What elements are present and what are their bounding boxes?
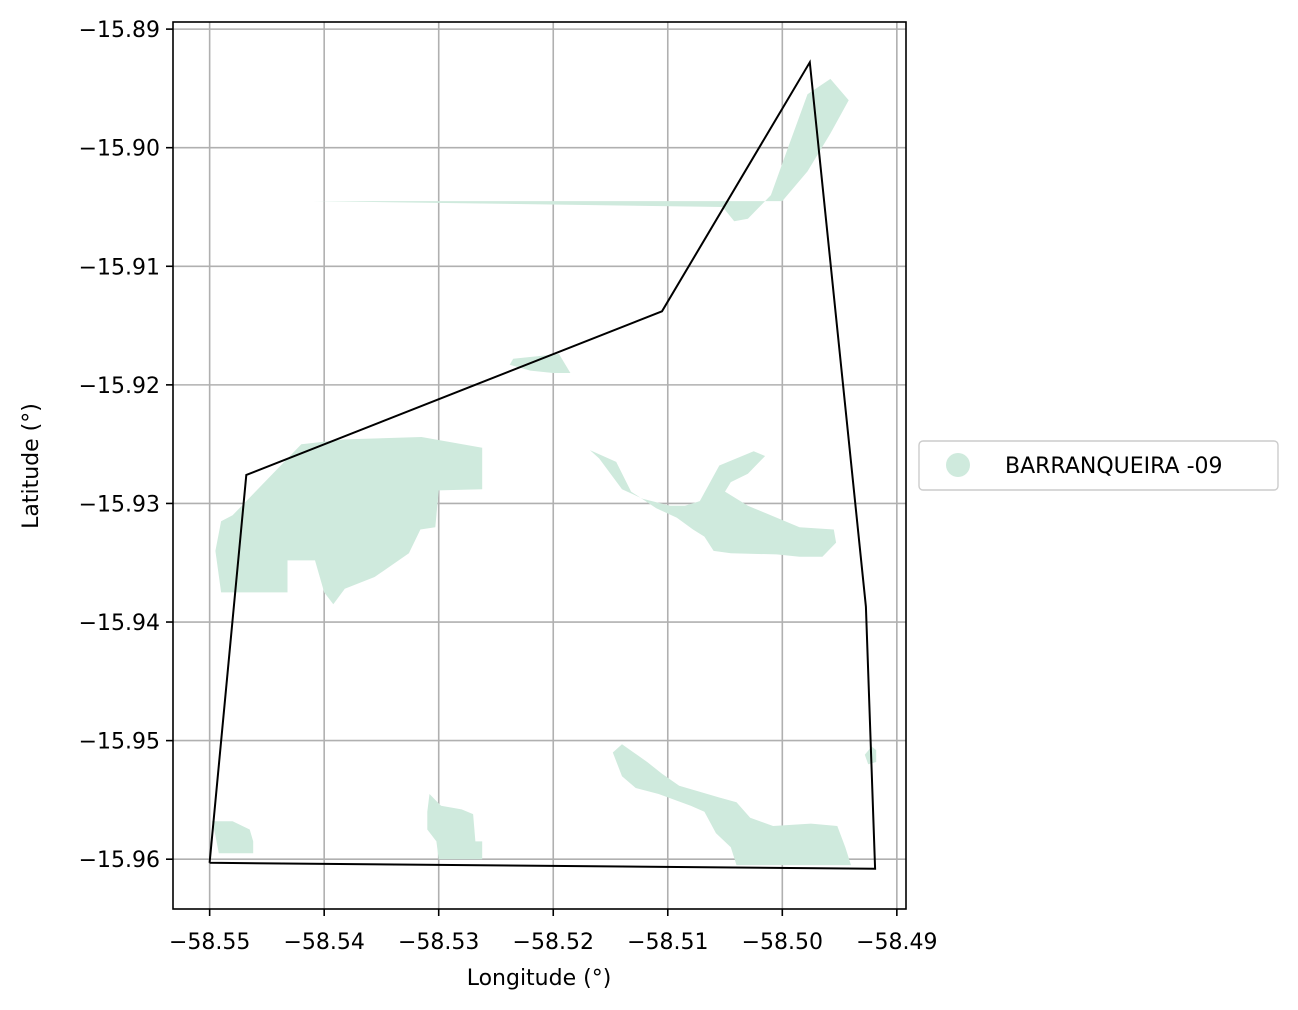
x-tick-label-0: −58.55 [169, 930, 250, 955]
x-tick-label-3: −58.52 [513, 930, 594, 955]
y-tick-label-5: −15.94 [79, 611, 160, 636]
y-tick-label-2: −15.91 [79, 255, 160, 280]
legend: BARRANQUEIRA -09 [918, 440, 1279, 491]
x-tick-label-2: −58.53 [398, 930, 479, 955]
y-axis-ticks: −15.89 −15.90 −15.91 −15.92 −15.93 −15.94 −15.… [79, 18, 173, 873]
legend-box [918, 440, 1279, 491]
x-tick-label-4: −58.51 [627, 930, 708, 955]
legend-label: BARRANQUEIRA -09 [1005, 454, 1223, 479]
x-axis-title: Longitude (°) [467, 966, 612, 991]
area-boundary [208, 59, 877, 870]
land-patch-3 [589, 450, 837, 557]
land-patch-2 [509, 354, 571, 373]
y-tick-label-3: −15.92 [79, 374, 160, 399]
y-tick-label-6: −15.95 [79, 730, 160, 755]
y-axis-title: Latitude (°) [19, 403, 44, 529]
legend-marker [946, 453, 970, 477]
y-tick-label-1: −15.90 [79, 137, 160, 162]
y-tick-label-4: −15.93 [79, 492, 160, 517]
y-tick-label-0: −15.89 [79, 18, 160, 43]
land-patch-0 [215, 437, 483, 605]
land-patch-6 [211, 821, 254, 854]
land-patches [211, 78, 877, 866]
land-patch-5 [427, 794, 483, 860]
x-axis-ticks: −58.55 −58.54 −58.53 −58.52 −58.51 −58.50 −58.… [169, 909, 938, 955]
x-tick-label-6: −58.49 [856, 930, 937, 955]
y-tick-label-7: −15.96 [79, 848, 160, 873]
land-patch-4 [612, 744, 851, 866]
plot-frame [172, 21, 907, 910]
x-tick-label-5: −58.50 [742, 930, 823, 955]
x-tick-label-1: −58.54 [283, 930, 364, 955]
